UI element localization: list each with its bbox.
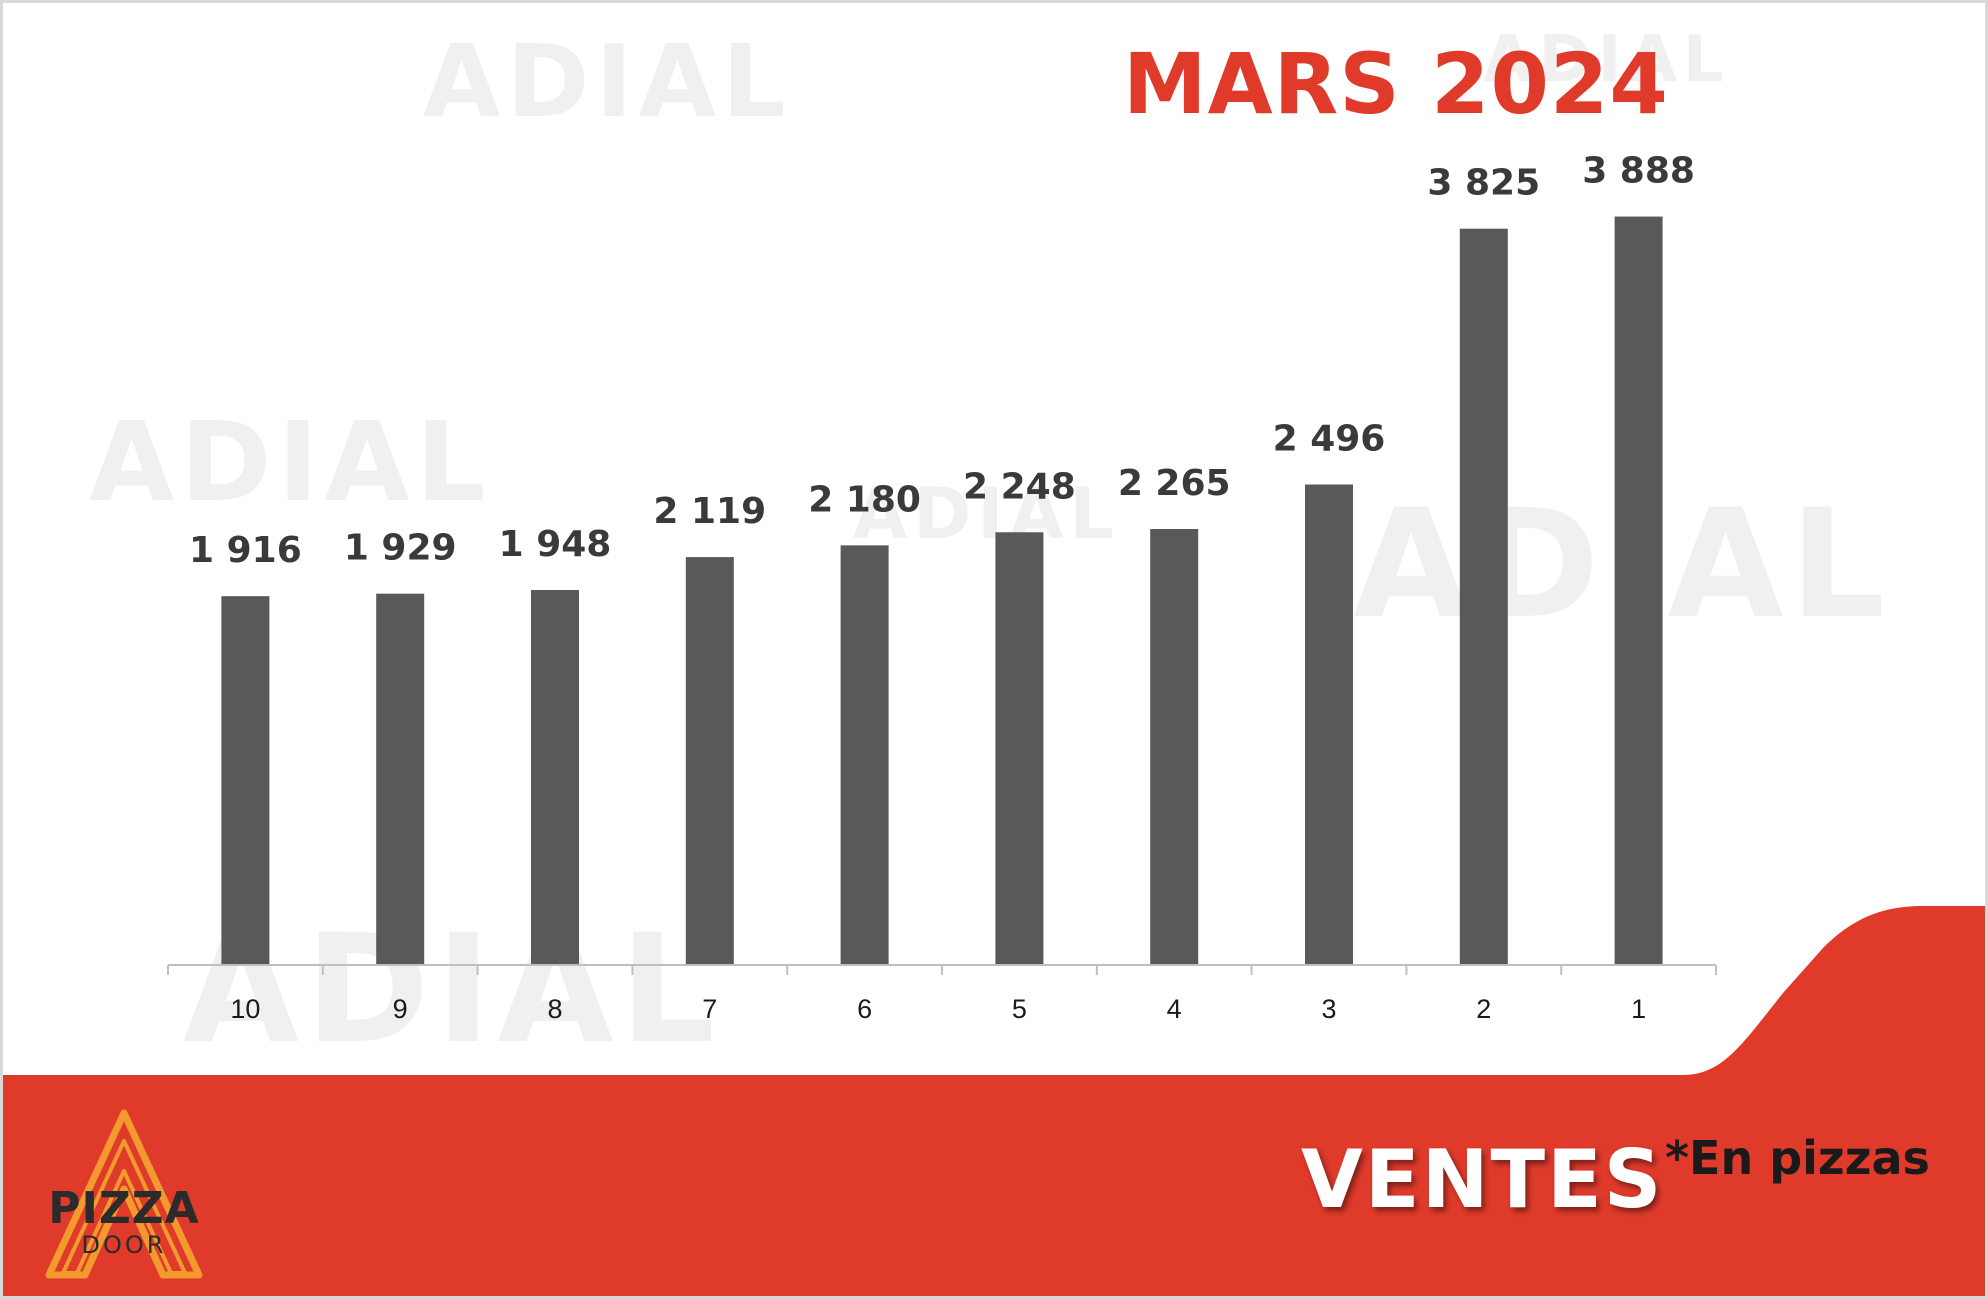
x-tick-label: 4 xyxy=(1167,994,1182,1024)
x-tick-label: 7 xyxy=(702,994,717,1024)
data-label: 1 948 xyxy=(499,524,612,565)
data-label: 2 265 xyxy=(1118,463,1231,504)
data-label: 1 916 xyxy=(189,530,302,571)
bar xyxy=(1459,228,1508,965)
data-label: 2 248 xyxy=(963,466,1076,507)
bar xyxy=(1305,484,1353,965)
x-tick-label: 9 xyxy=(393,994,408,1024)
bar xyxy=(531,590,579,965)
bar xyxy=(840,545,889,965)
x-tick-label: 6 xyxy=(857,994,872,1024)
x-tick-label: 8 xyxy=(547,994,562,1024)
footer-label: VENTES xyxy=(1301,1133,1664,1226)
logo-subname: DOOR xyxy=(81,1231,167,1259)
chart-title: MARS 2024 xyxy=(1123,35,1669,133)
bar xyxy=(685,557,734,965)
pizza-door-logo-icon xyxy=(45,1109,203,1279)
bar xyxy=(995,532,1044,965)
data-label: 2 119 xyxy=(653,491,766,532)
bar xyxy=(376,593,425,965)
bar xyxy=(221,596,270,965)
x-tick-label: 1 xyxy=(1631,994,1646,1024)
data-label: 2 496 xyxy=(1273,419,1386,460)
data-label: 3 888 xyxy=(1582,151,1695,192)
x-tick-label: 2 xyxy=(1476,994,1491,1024)
x-tick-label: 10 xyxy=(230,994,260,1024)
data-label: 2 180 xyxy=(808,479,921,520)
data-label: 3 825 xyxy=(1427,163,1540,204)
footer-note: *En pizzas xyxy=(1665,1131,1930,1185)
footer-band xyxy=(3,906,1985,1296)
bar xyxy=(1150,528,1199,965)
data-label: 1 929 xyxy=(344,528,457,569)
x-tick-label: 5 xyxy=(1012,994,1027,1024)
logo-name: PIZZA xyxy=(48,1183,200,1234)
x-tick-label: 3 xyxy=(1321,994,1336,1024)
bar xyxy=(1614,216,1663,965)
bar-chart: 1 916 10 1 929 9 1 948 8 2 119 7 2 180 6 2 248 5 2 2… xyxy=(167,151,1717,1024)
